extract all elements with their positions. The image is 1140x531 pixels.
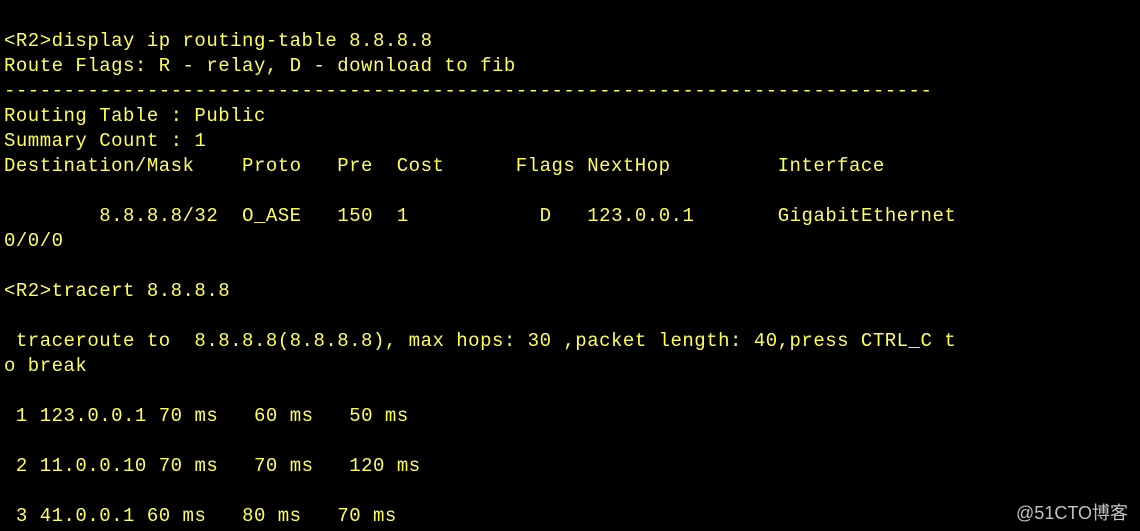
tracert-hop-3: 3 41.0.0.1 60 ms 80 ms 70 ms <box>4 505 409 527</box>
routing-header-line: Destination/Mask Proto Pre Cost Flags Ne… <box>4 155 885 177</box>
hop-t3: 50 ms <box>349 405 409 427</box>
separator-line: ----------------------------------------… <box>4 80 932 102</box>
hop-t1: 60 ms <box>147 505 207 527</box>
hop-t1: 70 ms <box>159 455 219 477</box>
prompt-host: <R2> <box>4 30 52 52</box>
hop-t3: 120 ms <box>349 455 420 477</box>
hop-t3: 70 ms <box>337 505 397 527</box>
routing-table-label: Routing Table : Public <box>4 105 266 127</box>
tracert-hop-2: 2 11.0.0.10 70 ms 70 ms 120 ms <box>4 455 433 477</box>
prompt-line-1: <R2>display ip routing-table 8.8.8.8 <box>4 30 432 52</box>
hop-t2: 80 ms <box>242 505 302 527</box>
route-entry-line: 8.8.8.8/32 O_ASE 150 1 D 123.0.0.1 Gigab… <box>4 205 956 227</box>
terminal-output: <R2>display ip routing-table 8.8.8.8 Rou… <box>0 0 1140 531</box>
tracert-hop-1: 1 123.0.0.1 70 ms 60 ms 50 ms <box>4 405 421 427</box>
route-flags: D <box>540 205 552 227</box>
route-pre: 150 <box>337 205 373 227</box>
route-proto: O_ASE <box>242 205 302 227</box>
hop-ip: 123.0.0.1 <box>40 405 147 427</box>
hop-t2: 70 ms <box>254 455 314 477</box>
hop-t1: 70 ms <box>159 405 219 427</box>
hop-ip: 11.0.0.10 <box>40 455 147 477</box>
hop-t2: 60 ms <box>254 405 314 427</box>
tracert-intro-line-2: o break <box>4 355 87 377</box>
route-interface: GigabitEthernet <box>778 205 957 227</box>
prompt-host: <R2> <box>4 280 52 302</box>
tracert-intro-line-1: traceroute to 8.8.8.8(8.8.8.8), max hops… <box>4 330 956 352</box>
watermark-text: @51CTO博客 <box>1016 499 1128 525</box>
hop-index: 3 <box>16 505 28 527</box>
prompt-command: display ip routing-table 8.8.8.8 <box>52 30 433 52</box>
prompt-command: tracert 8.8.8.8 <box>52 280 231 302</box>
interface-wrap-line: 0/0/0 <box>4 230 64 252</box>
route-cost: 1 <box>397 205 409 227</box>
hop-index: 1 <box>16 405 28 427</box>
route-flags-line: Route Flags: R - relay, D - download to … <box>4 55 516 77</box>
route-nexthop: 123.0.0.1 <box>587 205 694 227</box>
hop-index: 2 <box>16 455 28 477</box>
hop-ip: 41.0.0.1 <box>40 505 135 527</box>
route-destination: 8.8.8.8/32 <box>99 205 218 227</box>
prompt-line-2: <R2>tracert 8.8.8.8 <box>4 280 230 302</box>
summary-count-label: Summary Count : 1 <box>4 130 206 152</box>
